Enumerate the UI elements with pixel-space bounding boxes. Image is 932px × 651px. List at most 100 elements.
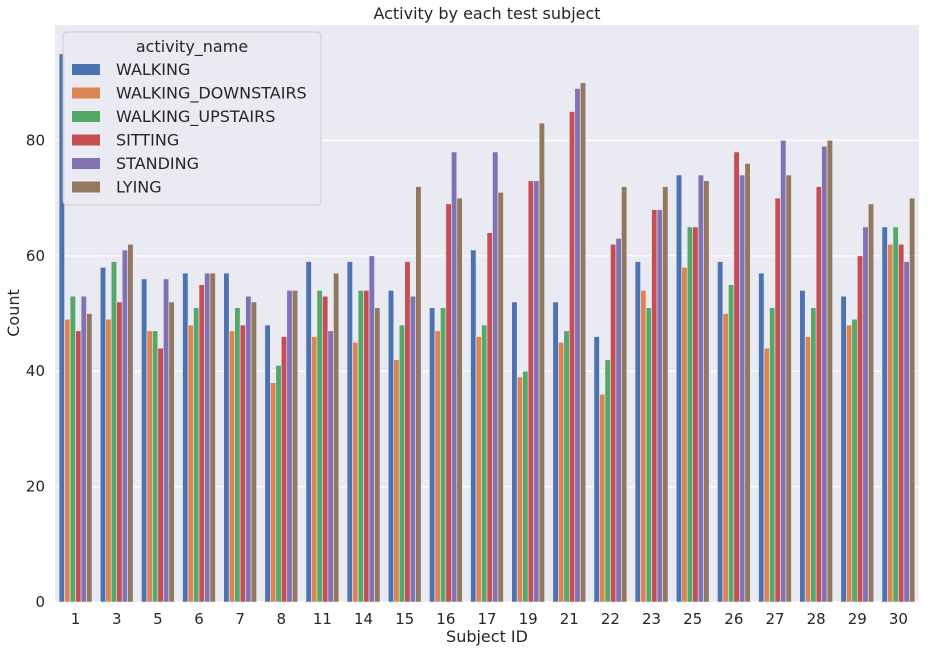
bar [615,238,622,603]
bar [398,324,406,603]
bar [346,261,353,603]
chart-title: Activity by each test subject [373,4,600,23]
bar [640,290,647,603]
bar [245,295,252,603]
legend-swatch [72,64,100,75]
y-axis-label: Count [4,289,23,337]
bar [80,295,87,603]
bar [610,243,617,603]
x-tick-label: 27 [765,610,784,628]
bar [634,261,641,603]
bar [451,151,458,603]
bar [209,272,216,603]
bar [223,272,230,603]
bar [141,278,148,603]
bar [728,284,735,603]
bar [327,330,334,603]
bar [533,180,540,603]
bar [840,295,847,603]
bar [497,192,504,603]
legend-swatch [72,87,100,99]
bar [511,301,518,603]
x-tick-label: 29 [848,610,867,628]
x-tick-label: 28 [807,610,826,628]
bar [470,249,477,603]
bar [387,290,395,603]
x-tick-label: 6 [194,610,204,628]
bar [821,145,828,603]
bars [58,53,916,603]
bar [903,261,910,603]
bar [75,330,82,603]
x-tick-label: 15 [395,610,414,628]
legend: activity_name WALKINGWALKING_DOWNSTAIRSW… [62,31,322,206]
bar [527,180,534,603]
bar [409,295,416,603]
bar [311,336,318,603]
bar [774,197,781,603]
bar [286,290,293,603]
bar [697,174,704,603]
bar [333,272,340,603]
bar [146,330,153,603]
bar [157,347,164,603]
legend-title: activity_name [136,37,248,57]
bar [86,313,93,603]
bar [722,313,729,603]
bar [486,232,493,603]
bar [475,336,482,603]
bar [322,295,329,603]
bar [887,243,894,603]
bar [374,307,381,603]
x-tick-label: 3 [112,610,122,628]
bar [662,186,669,603]
y-tick-label: 80 [26,131,45,149]
legend-label: STANDING [116,154,199,173]
x-tick-label: 26 [724,610,743,628]
bar [552,301,559,603]
bar [599,393,606,603]
bar [810,307,817,603]
bar [574,88,581,603]
bar [456,197,463,603]
bar [270,382,277,603]
x-tick-label: 30 [889,610,908,628]
x-axis-ticks: 1 3 5 6 7 8 11 14 15 16 17 19 21 22 23 25 26 27 28 29 30 [71,610,908,628]
bar [780,140,787,603]
legend-swatch [72,111,100,122]
legend-label: WALKING [116,60,190,79]
x-axis-label: Subject ID [446,627,528,646]
bar [862,226,869,603]
bar [909,197,916,603]
bar [826,140,833,603]
x-tick-label: 11 [313,610,332,628]
bar [110,261,118,603]
y-tick-label: 40 [26,362,45,380]
bar [228,330,235,603]
bar [692,226,699,603]
x-tick-label: 22 [601,610,620,628]
x-tick-label: 14 [354,610,373,628]
bar [363,290,370,603]
bar [434,330,441,603]
x-tick-label: 19 [519,610,538,628]
bar [440,307,447,603]
bar [656,209,663,603]
bar [69,295,76,603]
x-tick-label: 23 [642,610,661,628]
bar [892,226,899,603]
legend-entries: WALKING WALKING_DOWNSTAIRS WALKING_UPSTAIR… [72,60,307,197]
bar [163,278,170,603]
bar [604,359,611,603]
bar [368,255,375,603]
bar [99,267,107,603]
bar [675,174,683,603]
x-tick-label: 7 [235,610,245,628]
y-tick-label: 60 [26,247,45,265]
bar [187,324,194,603]
y-axis-ticks: 0 20 40 60 80 [26,131,45,611]
bar [352,342,359,603]
bar [568,111,576,603]
bar [804,336,811,603]
bar [763,347,770,603]
